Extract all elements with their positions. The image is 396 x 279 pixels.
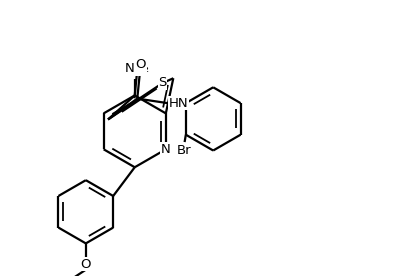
Text: O: O	[135, 58, 146, 71]
Text: S: S	[158, 76, 167, 90]
Text: O: O	[80, 258, 91, 271]
Text: Br: Br	[177, 144, 191, 157]
Text: HN: HN	[168, 97, 188, 110]
Text: N: N	[161, 143, 171, 156]
Text: NH₂: NH₂	[124, 62, 149, 75]
